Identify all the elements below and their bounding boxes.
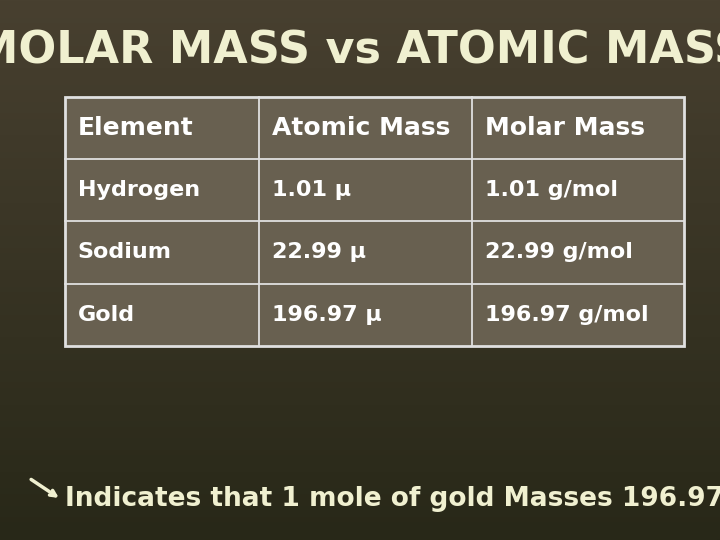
Text: Element: Element [78, 116, 194, 140]
Text: 196.97 g/mol: 196.97 g/mol [485, 305, 648, 325]
Bar [65, 97, 684, 346]
Text: 1.01 g/mol: 1.01 g/mol [485, 180, 618, 200]
Text: 22.99 μ: 22.99 μ [272, 242, 366, 262]
Text: 196.97 μ: 196.97 μ [272, 305, 382, 325]
Text: Indicates that 1 mole of gold Masses 196.97 g: Indicates that 1 mole of gold Masses 196… [65, 487, 720, 512]
Text: MOLAR MASS vs ATOMIC MASS: MOLAR MASS vs ATOMIC MASS [0, 30, 720, 73]
Text: Molar Mass: Molar Mass [485, 116, 644, 140]
Text: Gold: Gold [78, 305, 135, 325]
Text: Hydrogen: Hydrogen [78, 180, 200, 200]
Text: Atomic Mass: Atomic Mass [272, 116, 451, 140]
Text: 22.99 g/mol: 22.99 g/mol [485, 242, 632, 262]
Text: 1.01 μ: 1.01 μ [272, 180, 351, 200]
Text: Sodium: Sodium [78, 242, 172, 262]
